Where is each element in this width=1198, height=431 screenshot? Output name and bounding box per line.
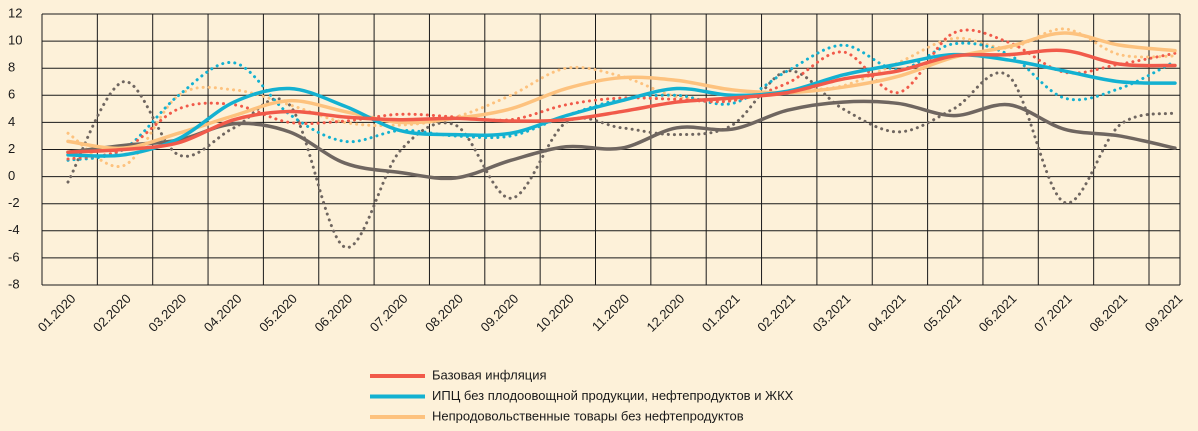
y-tick-label: 8 [8, 60, 15, 75]
x-tick-label: 05.2021 [920, 291, 964, 335]
line [66, 52, 1177, 158]
x-tick-label: 06.2020 [311, 291, 355, 335]
line [66, 31, 1177, 151]
x-tick-label: 07.2020 [367, 291, 411, 335]
y-tick-label: 2 [8, 141, 15, 156]
x-tick-label: 05.2020 [256, 291, 300, 335]
x-tick-label: 12.2020 [644, 291, 688, 335]
dotted-line [66, 27, 1177, 168]
x-tick-label: 01.2021 [699, 291, 743, 335]
x-tick-label: 01.2020 [35, 291, 79, 335]
dotted-line [66, 28, 1177, 161]
y-tick-label: 4 [8, 114, 15, 129]
y-tick-label: -8 [8, 276, 20, 291]
x-tick-label: 02.2020 [90, 291, 134, 335]
dotted-line [66, 69, 1177, 249]
x-tick-label: 09.2021 [1142, 291, 1186, 335]
y-tick-label: 12 [8, 5, 22, 20]
y-tick-label: 0 [8, 168, 15, 183]
x-tick-label: 11.2020 [589, 291, 632, 334]
x-tick-label: 03.2020 [145, 291, 189, 335]
x-tick-label: 04.2021 [865, 291, 909, 335]
x-tick-label: 03.2021 [810, 291, 854, 335]
line [66, 48, 1177, 154]
y-tick-label: -4 [8, 222, 20, 237]
y-tick-label: -2 [8, 195, 20, 210]
legend-label: Базовая инфляция [432, 367, 547, 382]
x-tick-label: 06.2021 [976, 291, 1020, 335]
x-tick-label: 08.2021 [1086, 291, 1130, 335]
y-tick-label: -6 [8, 249, 20, 264]
x-tick-label: 09.2020 [478, 291, 522, 335]
legend-label: Непродовольственные товары без нефтепрод… [432, 408, 744, 423]
x-tick-label: 07.2021 [1031, 291, 1075, 335]
y-tick-label: 10 [8, 33, 22, 48]
x-tick-label: 04.2020 [201, 291, 245, 335]
y-tick-label: 6 [8, 87, 15, 102]
x-tick-label: 02.2021 [754, 291, 798, 335]
x-tick-label: 10.2020 [533, 291, 577, 335]
legend-label: ИПЦ без плодоовощной продукции, нефтепро… [432, 388, 794, 403]
line [66, 99, 1177, 181]
x-tick-label: 08.2020 [422, 291, 466, 335]
